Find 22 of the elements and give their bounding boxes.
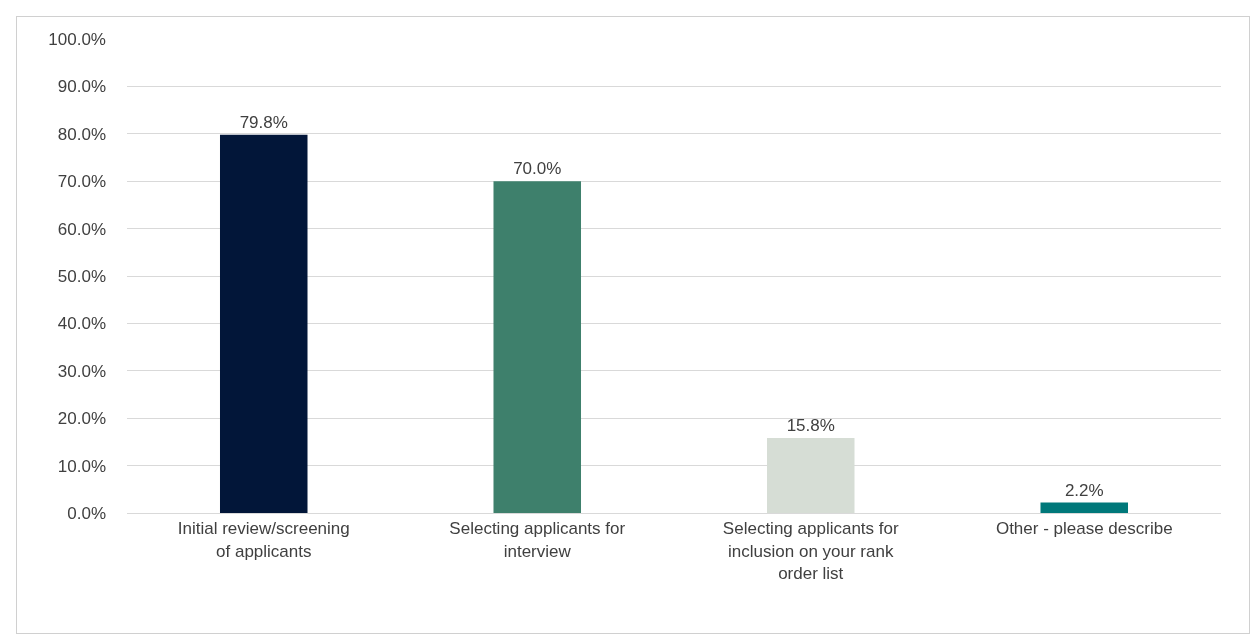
x-tick-label: Selecting applicants for inclusion on your rank order list xyxy=(722,519,899,583)
y-tick-label: 0.0% xyxy=(67,503,106,523)
data-label: 15.8% xyxy=(786,416,835,436)
bar xyxy=(493,181,582,513)
data-label: 2.2% xyxy=(1064,480,1104,500)
data-label: 70.0% xyxy=(513,159,562,179)
data-label: 79.8% xyxy=(239,112,288,132)
y-tick-label: 60.0% xyxy=(57,219,106,239)
bar xyxy=(219,134,308,513)
y-tick-label: 10.0% xyxy=(57,456,106,476)
x-tick-label: Other - please describe xyxy=(995,519,1173,539)
y-tick-label: 30.0% xyxy=(57,361,106,381)
bar xyxy=(1040,502,1129,513)
y-tick-label: 50.0% xyxy=(57,266,106,286)
y-tick-label: 100.0% xyxy=(48,29,106,49)
y-tick-label: 90.0% xyxy=(57,77,106,97)
y-tick-label: 40.0% xyxy=(57,314,106,334)
y-tick-label: 80.0% xyxy=(57,124,106,144)
y-tick-label: 70.0% xyxy=(57,172,106,192)
x-tick-label: Initial review/screening of applicants xyxy=(177,519,350,561)
x-tick-label: Selecting applicants for interview xyxy=(449,519,626,561)
y-tick-label: 20.0% xyxy=(57,409,106,429)
